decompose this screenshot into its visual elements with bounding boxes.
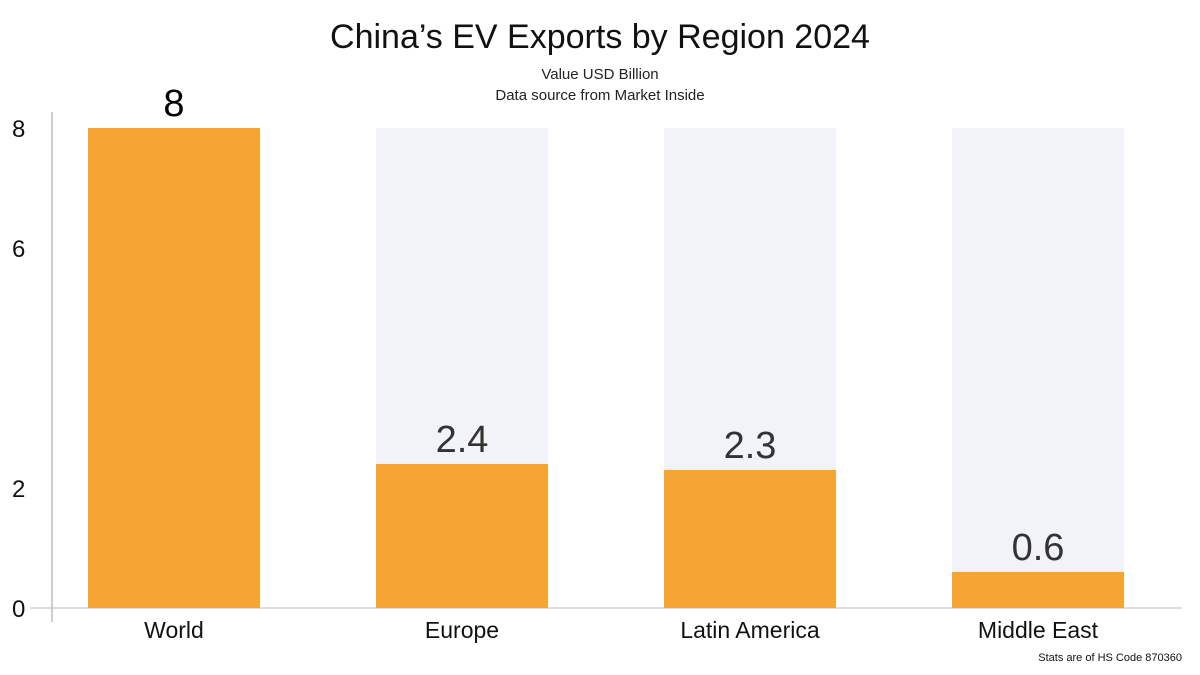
data-label: 2.4 (436, 419, 489, 461)
data-label: 8 (163, 83, 184, 125)
bar (664, 470, 836, 608)
y-tick-label: 0 (12, 596, 25, 623)
y-tick-label: 8 (12, 116, 25, 143)
x-tick-label: Europe (425, 617, 499, 643)
chart-subtitle: Value USD Billion (541, 66, 659, 83)
bar (952, 572, 1124, 608)
data-label: 2.3 (724, 425, 777, 467)
bar (88, 128, 260, 608)
bar-track (952, 128, 1124, 608)
chart-source: Data source from Market Inside (495, 87, 705, 104)
y-tick-label: 2 (12, 476, 25, 503)
x-tick-label: Middle East (978, 617, 1099, 643)
y-tick-label: 6 (12, 236, 25, 263)
chart-footnote: Stats are of HS Code 870360 (1038, 652, 1182, 664)
data-label: 0.6 (1012, 527, 1065, 569)
chart-title: China’s EV Exports by Region 2024 (330, 18, 870, 56)
bar (376, 464, 548, 608)
x-tick-label: World (144, 617, 204, 643)
x-tick-label: Latin America (680, 617, 820, 643)
